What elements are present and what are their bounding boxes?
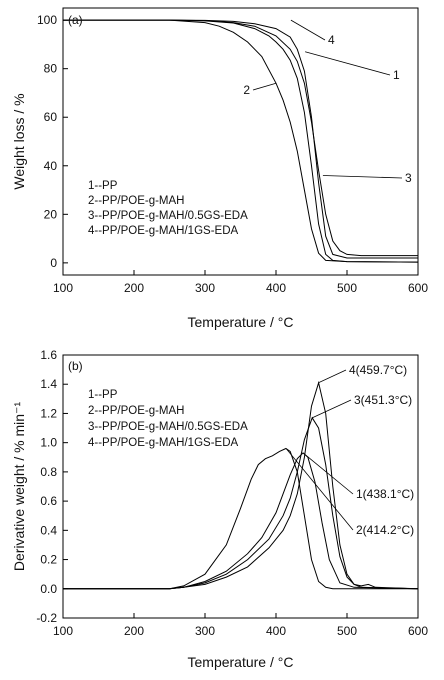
- legend-b: 1--PP 2--PP/POE-g-MAH 3--PP/POE-g-MAH/0.5G…: [88, 389, 248, 449]
- legend-entry: 3--PP/POE-g-MAH/0.5GS-EDA: [88, 210, 248, 222]
- legend-entry: 2--PP/POE-g-MAH: [88, 405, 185, 417]
- x-tick-label: 600: [408, 624, 428, 638]
- annotation-label-4: 4(459.7°C): [349, 363, 407, 377]
- y-tick-label: 40: [44, 159, 58, 173]
- x-axis-label-a: Temperature / °C: [188, 314, 294, 330]
- y-axis-label-b: Derivative weight / % min⁻¹: [11, 402, 27, 572]
- legend-entry: 1--PP: [88, 389, 118, 401]
- x-tick-label: 500: [337, 624, 357, 638]
- plot-frame-a: [62, 7, 419, 276]
- annotation-leader-3: [322, 175, 403, 179]
- y-tick-label: 20: [44, 207, 58, 221]
- y-tick-label: 1.0: [40, 436, 57, 450]
- series-line-4: [63, 19, 418, 259]
- curves-b: [63, 380, 419, 590]
- annotation-label-1: 1(438.1°C): [356, 487, 414, 501]
- annotation-leader-4: [318, 369, 347, 384]
- x-tick-label: 400: [266, 281, 286, 295]
- x-axis-label-b: Temperature / °C: [188, 654, 294, 670]
- panel-b: 100 200 300 400 500 600 -0.2 0.0 0.2 0.4 0.6 0.8 1.0…: [11, 348, 428, 670]
- panel-label-a: (a): [68, 13, 83, 27]
- x-tick-label: 500: [337, 281, 357, 295]
- series-line-1: [63, 452, 419, 590]
- x-tick-label: 400: [266, 624, 286, 638]
- leaders-b: 4(459.7°C) 3(451.3°C) 1(438.1°C) 2(414.2°C): [285, 363, 414, 537]
- series-line-2: [63, 19, 419, 263]
- y-tick-label: 0.8: [40, 465, 57, 479]
- x-tick-label: 200: [124, 281, 144, 295]
- x-tick-label: 300: [195, 624, 215, 638]
- annotation-label-4: 4: [328, 33, 335, 47]
- series-line-4: [63, 380, 419, 590]
- y-tick-label: 0.6: [40, 494, 57, 508]
- y-tick-label: 80: [44, 62, 58, 76]
- legend-a: 1--PP 2--PP/POE-g-MAH 3--PP/POE-g-MAH/0.5G…: [88, 180, 248, 237]
- legend-entry: 2--PP/POE-g-MAH: [88, 195, 185, 207]
- y-tick-label: 1.2: [40, 406, 57, 420]
- x-tick-label: 200: [124, 624, 144, 638]
- legend-entry: 3--PP/POE-g-MAH/0.5GS-EDA: [88, 421, 248, 433]
- y-tick-label: 60: [44, 110, 58, 124]
- plot-frame-b: [62, 354, 419, 619]
- y-tick-label: 1.6: [40, 348, 57, 362]
- annotation-leader-2: [285, 448, 354, 531]
- ticks-a: 100 200 300 400 500 600 0 20 40 60 80 100: [37, 13, 428, 295]
- annotation-leader-1: [304, 51, 391, 76]
- x-tick-label: 100: [53, 624, 73, 638]
- annotation-label-3: 3(451.3°C): [354, 393, 412, 407]
- y-tick-label: -0.2: [36, 611, 57, 625]
- curves-a: [63, 19, 419, 263]
- legend-entry: 4--PP/POE-g-MAH/1GS-EDA: [88, 437, 238, 449]
- y-tick-label: 100: [37, 13, 57, 27]
- y-tick-label: 0.2: [40, 553, 57, 567]
- annotation-leader-4: [290, 19, 326, 41]
- y-axis-label-a: Weight loss / %: [11, 93, 27, 189]
- y-tick-label: 0.0: [40, 582, 57, 596]
- series-line-3: [63, 19, 418, 257]
- x-tick-label: 100: [53, 281, 73, 295]
- annotation-label-2: 2(414.2°C): [356, 523, 414, 537]
- series-line-2: [63, 447, 418, 590]
- legend-entry: 1--PP: [88, 180, 118, 192]
- x-tick-label: 600: [408, 281, 428, 295]
- leaders-a: 1 2 3 4: [243, 19, 412, 185]
- annotation-label-2: 2: [243, 83, 250, 97]
- panel-label-b: (b): [68, 359, 83, 373]
- y-tick-label: 0: [50, 256, 57, 270]
- annotation-leader-3: [312, 399, 352, 419]
- annotation-leader-1: [302, 452, 354, 495]
- y-tick-label: 0.4: [40, 523, 57, 537]
- y-tick-label: 1.4: [40, 377, 57, 391]
- annotation-label-1: 1: [393, 68, 400, 82]
- annotation-label-3: 3: [405, 171, 412, 185]
- annotation-leader-2: [252, 82, 277, 91]
- legend-entry: 4--PP/POE-g-MAH/1GS-EDA: [88, 225, 238, 237]
- ticks-b: 100 200 300 400 500 600 -0.2 0.0 0.2 0.4 0.6 0.8 1.0…: [36, 348, 428, 638]
- x-tick-label: 300: [195, 281, 215, 295]
